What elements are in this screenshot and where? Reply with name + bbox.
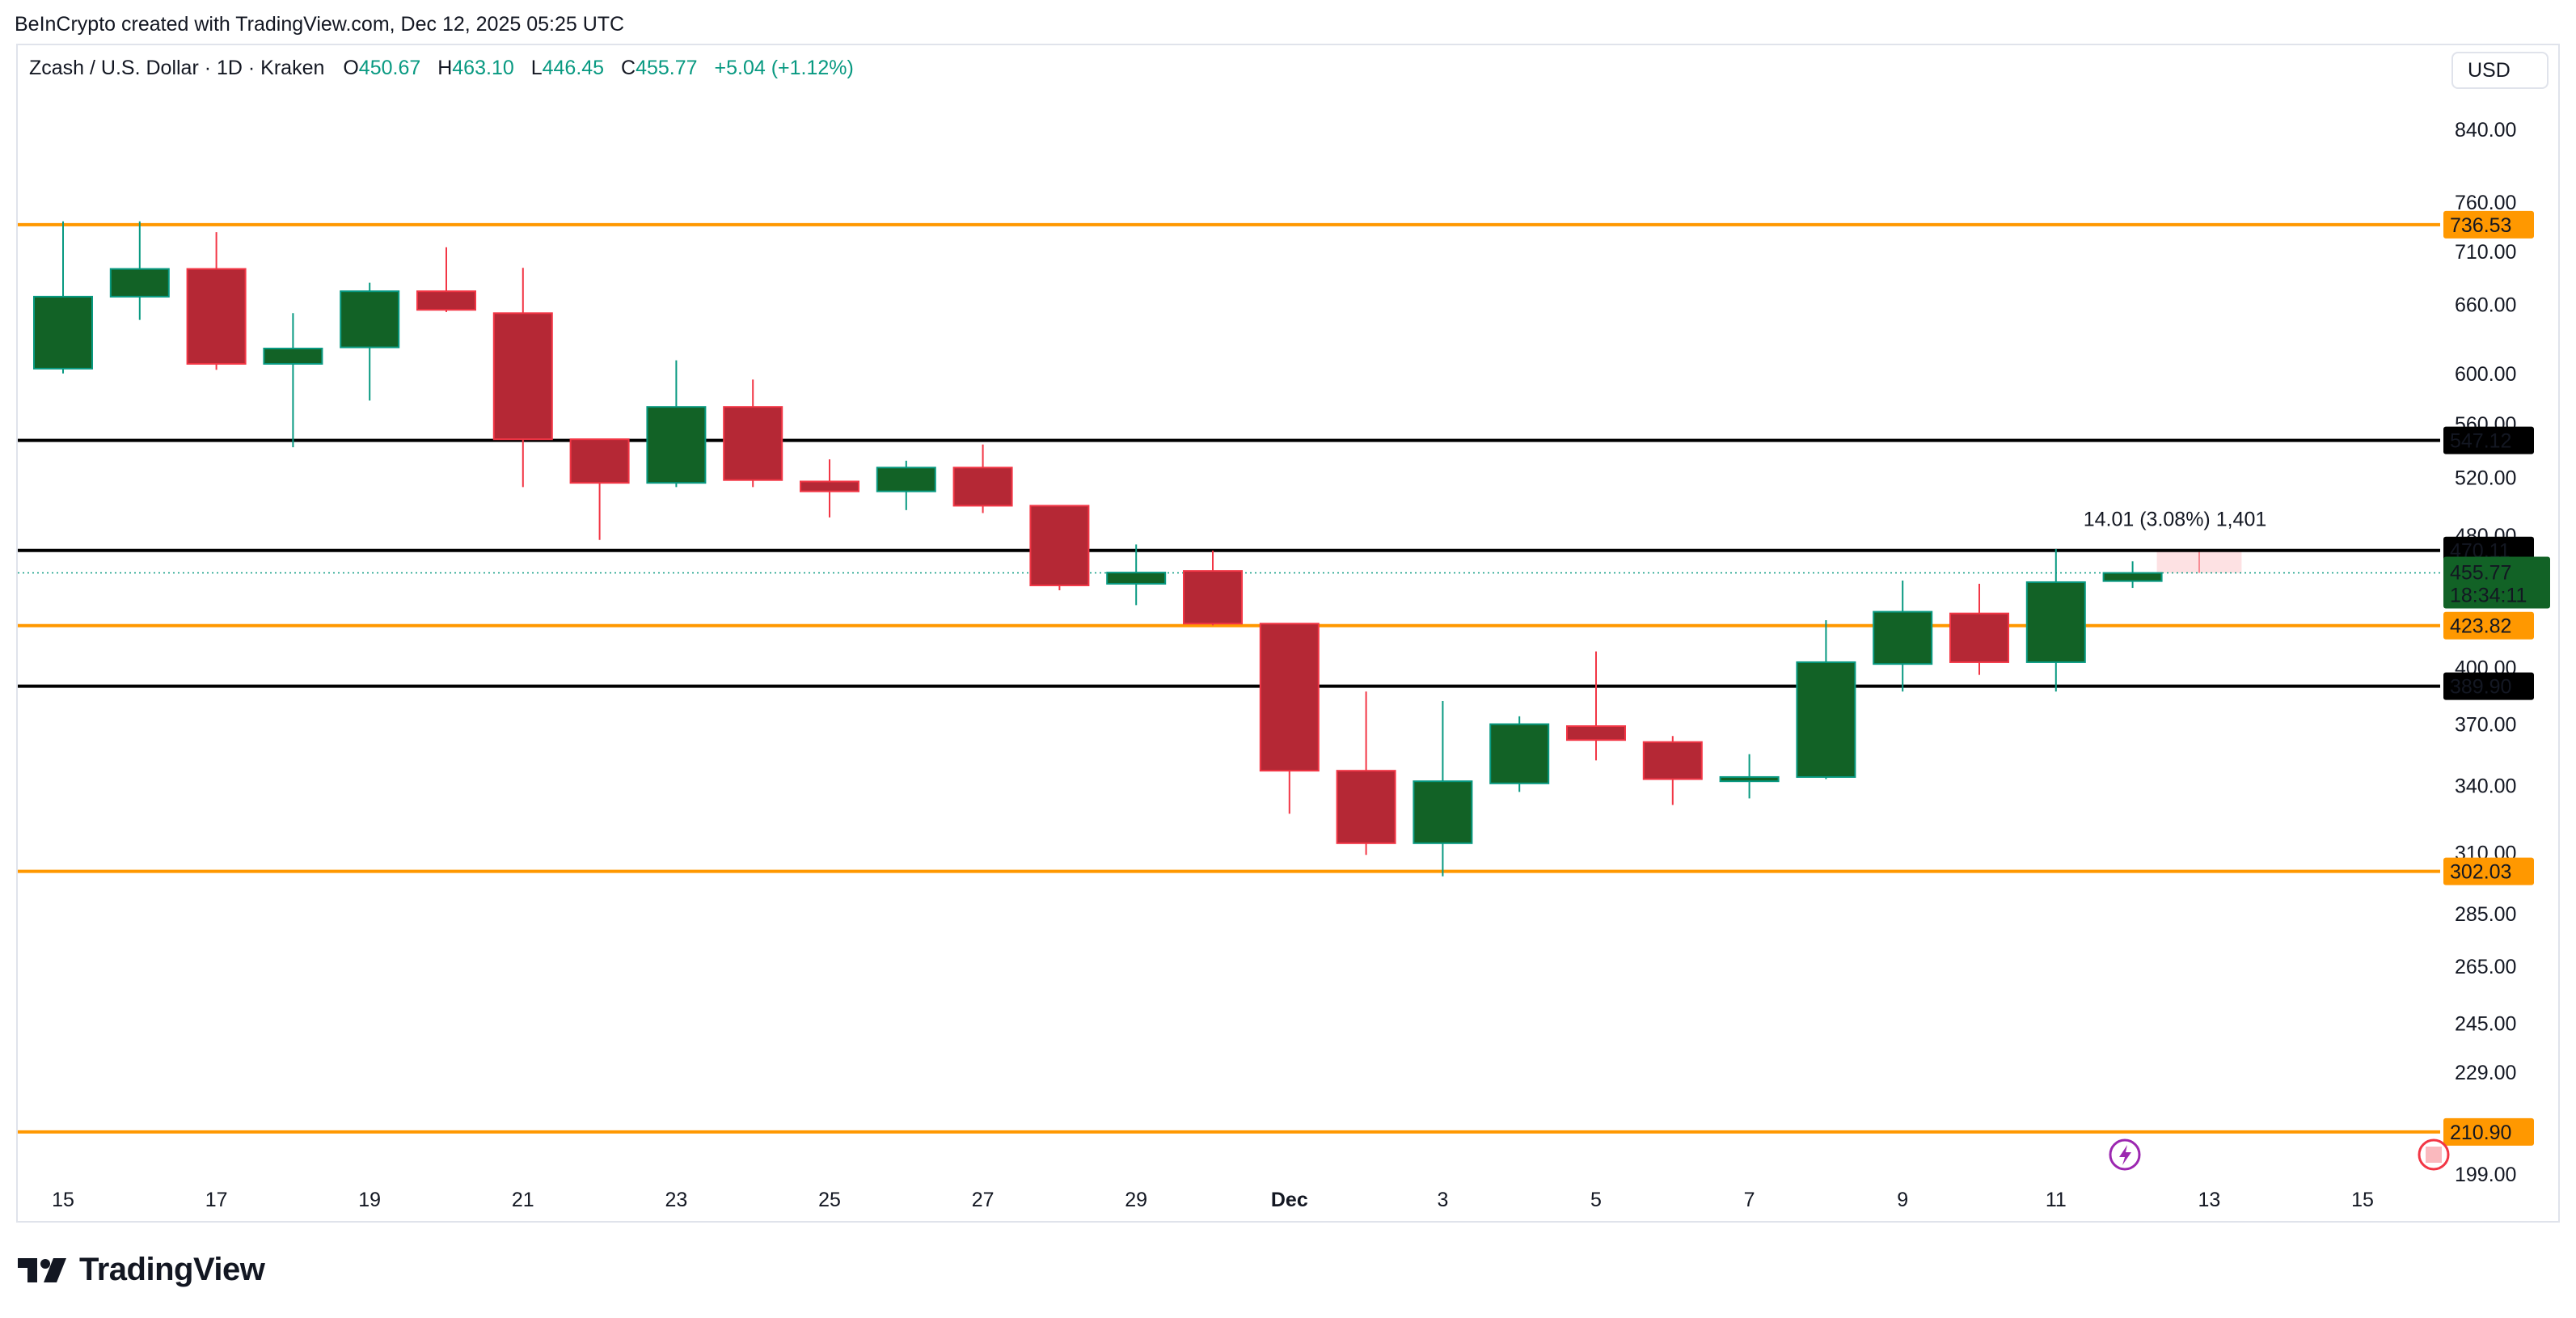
candle-body[interactable] [1719,775,1780,783]
close-value: 455.77 [636,57,698,79]
y-axis-tick-label: 229.00 [2455,1062,2516,1084]
candle-body[interactable] [1413,780,1473,844]
price-level-tag [2443,672,2534,700]
y-axis-tick-label: 660.00 [2455,294,2516,316]
y-axis-tick-label: 340.00 [2455,775,2516,797]
candle-body[interactable] [340,290,400,349]
x-axis-tick-label: 29 [1125,1189,1147,1211]
x-axis-tick-label: 21 [512,1189,534,1211]
x-axis-tick-label: 15 [52,1189,74,1211]
measure-annotation-label: 14.01 (3.08%) 1,401 [2084,509,2267,531]
symbol-title[interactable]: Zcash / U.S. Dollar · 1D · Kraken [29,57,325,79]
last-price-tag [2443,556,2550,609]
y-axis-tick-label: 285.00 [2455,903,2516,926]
open-value: 450.67 [358,57,421,79]
candle-body[interactable] [1642,741,1703,780]
price-level-tag-label: 423.82 [2450,615,2511,638]
price-level-tag [2443,210,2534,239]
candle-body[interactable] [952,467,1013,507]
us-flag-event-icon[interactable] [2418,1138,2450,1171]
us-flag-icon [2426,1147,2442,1163]
candle-body[interactable] [569,438,630,484]
x-axis-tick-label: 23 [665,1189,687,1211]
candle-body[interactable] [186,268,247,365]
price-level-tag-label: 547.12 [2450,430,2511,453]
candle-body[interactable] [416,290,476,311]
candle-body[interactable] [1183,570,1243,625]
chart-credit: BeInCrypto created with TradingView.com,… [15,13,625,36]
x-axis-tick-label: 25 [818,1189,841,1211]
price-level-tag-label: 736.53 [2450,214,2511,237]
y-axis-tick-label: 370.00 [2455,714,2516,737]
x-axis-tick-label: 17 [205,1189,228,1211]
last-price-countdown: 18:34:11 [2450,585,2527,607]
x-axis-tick-label: 5 [1590,1189,1602,1211]
x-axis-tick-label: 15 [2351,1189,2374,1211]
candle-body[interactable] [800,480,859,492]
x-axis-tick-label: 7 [1744,1189,1755,1211]
price-level-tag [2443,1117,2534,1146]
price-level-tag-label: 389.90 [2450,676,2511,699]
price-level-tag [2443,426,2534,454]
candle-body[interactable] [1259,623,1320,772]
lightning-bolt-icon [2119,1145,2131,1165]
y-axis-tick-label: 245.00 [2455,1012,2516,1035]
x-axis-tick-label: 27 [972,1189,995,1211]
y-axis-tick-label: 760.00 [2455,192,2516,214]
candle-body[interactable] [1796,661,1856,778]
price-level-tag [2443,857,2534,885]
low-label: L [530,57,543,79]
candle-body[interactable] [1106,572,1167,585]
candle-body[interactable] [492,312,553,441]
candle-body[interactable] [1336,770,1396,844]
y-axis-tick-label: 600.00 [2455,363,2516,386]
candle-body[interactable] [1029,505,1090,586]
price-level-tag [2443,611,2534,640]
candle-body[interactable] [109,268,170,298]
chart-frame [16,44,2560,1223]
high-label: H [437,57,453,79]
candle-body[interactable] [33,295,93,370]
tradingview-logo-text: TradingView [79,1252,265,1287]
x-axis-tick-label: 9 [1897,1189,1908,1211]
currency-button[interactable]: USD [2451,52,2549,89]
candle-body[interactable] [646,406,707,484]
tradingview-logo[interactable]: TradingView [18,1252,265,1288]
candle-body[interactable] [2102,572,2163,582]
x-axis-tick-label: 11 [2046,1189,2067,1211]
y-axis-tick-label: 265.00 [2455,956,2516,978]
y-axis-tick-label: 199.00 [2455,1164,2516,1186]
tradingview-logo-icon [18,1257,66,1282]
last-price-tag-value: 455.77 [2450,562,2511,585]
candle-body[interactable] [1873,610,1933,665]
candle-body[interactable] [1566,725,1626,741]
candle-body[interactable] [263,348,323,365]
x-axis-tick-label: 19 [358,1189,381,1211]
change-value: +5.04 (+1.12%) [714,57,854,79]
candle-body[interactable] [1949,612,2009,663]
candle-body[interactable] [1489,723,1550,784]
price-level-tag-label: 302.03 [2450,861,2511,884]
price-level-tag-label: 210.90 [2450,1122,2511,1144]
y-axis-tick-label: 520.00 [2455,467,2516,489]
close-label: C [621,57,636,79]
x-axis-tick-label: 3 [1437,1189,1448,1211]
x-axis-tick-label: Dec [1271,1189,1308,1211]
ohlc-legend: Zcash / U.S. Dollar · 1D · Kraken O450.6… [29,57,854,80]
y-axis-tick-label: 840.00 [2455,119,2516,142]
high-value: 463.10 [452,57,514,79]
y-axis-tick-label: 710.00 [2455,241,2516,264]
candle-body[interactable] [723,406,783,481]
x-axis-tick-label: 13 [2198,1189,2220,1211]
candle-body[interactable] [876,467,936,492]
low-value: 446.45 [542,57,605,79]
candle-body[interactable] [2025,581,2086,663]
open-label: O [343,57,359,79]
